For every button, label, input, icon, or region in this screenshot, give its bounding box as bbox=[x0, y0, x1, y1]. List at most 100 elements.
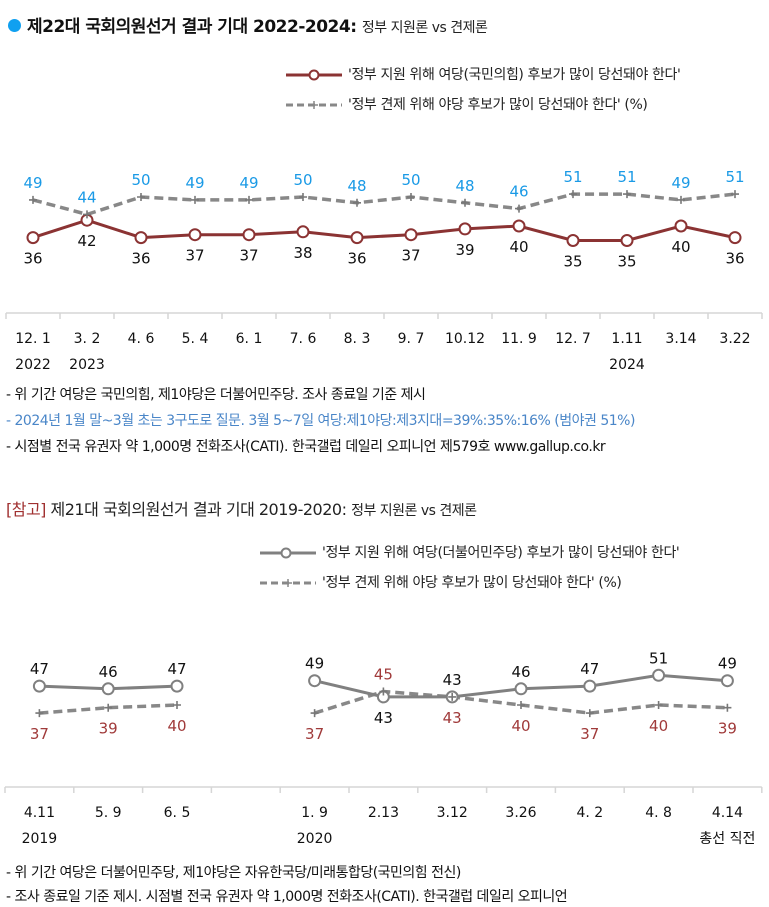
check-value-label: 49 bbox=[239, 174, 258, 192]
x-tick-label: 3.14 bbox=[665, 331, 696, 347]
support-value-label: 51 bbox=[649, 649, 668, 667]
x-tick-label: 8. 3 bbox=[344, 331, 371, 347]
chart1-note-3: - 시점별 전국 유권자 약 1,000명 전화조사(CATI). 한국갤럽 데… bbox=[6, 439, 606, 455]
x-tick-label: 6. 5 bbox=[164, 805, 191, 821]
check-point bbox=[310, 709, 319, 718]
solid-line-circle-icon bbox=[286, 69, 342, 81]
chart1-note-2: - 2024년 1월 말~3월 초는 3구도로 질문. 3월 5~7일 여당:제… bbox=[6, 413, 635, 429]
check-point bbox=[35, 709, 44, 718]
x-year-label: 2019 bbox=[22, 831, 58, 847]
chart1-title-sub: 정부 지원론 vs 견제론 bbox=[361, 20, 488, 36]
x-year-label: 2023 bbox=[69, 357, 105, 373]
x-tick-label: 5. 9 bbox=[95, 805, 122, 821]
check-point bbox=[569, 190, 577, 199]
support-value-label: 43 bbox=[374, 709, 393, 727]
support-value-label: 46 bbox=[99, 663, 118, 681]
x-tick-label: 9. 7 bbox=[398, 331, 425, 347]
check-value-label: 46 bbox=[509, 183, 528, 201]
dashed-line-plus-icon bbox=[286, 101, 342, 109]
check-series-line bbox=[39, 703, 178, 715]
support-value-label: 46 bbox=[511, 663, 530, 681]
x-tick-label: 12. 1 bbox=[15, 331, 51, 347]
x-tick-label: 10.12 bbox=[445, 331, 485, 347]
x-tick-label: 1. 9 bbox=[301, 805, 328, 821]
support-point bbox=[512, 219, 526, 233]
check-value-label: 50 bbox=[131, 171, 150, 189]
x-tick-label: 7. 6 bbox=[290, 331, 317, 347]
x-tick-label: 4. 6 bbox=[128, 331, 155, 347]
support-point bbox=[566, 234, 580, 247]
support-value-label: 43 bbox=[443, 671, 462, 689]
support-point bbox=[674, 219, 688, 233]
chart1-title-bold: 제22대 국회의원선거 결과 기대 2022-2024: bbox=[27, 17, 357, 37]
support-value-label: 40 bbox=[671, 238, 690, 256]
check-value-label: 48 bbox=[347, 177, 366, 195]
support-value-label: 36 bbox=[725, 250, 744, 268]
support-value-label: 47 bbox=[580, 660, 599, 678]
check-point bbox=[353, 198, 361, 207]
support-value-label: 40 bbox=[509, 238, 528, 256]
support-value-label: 39 bbox=[455, 241, 474, 259]
support-point bbox=[26, 231, 40, 245]
check-point bbox=[299, 193, 307, 201]
x-tick-label: 4.11 bbox=[24, 805, 55, 821]
check-value-label: 45 bbox=[374, 666, 393, 684]
support-point bbox=[350, 231, 364, 245]
x-tick-label: 5. 4 bbox=[182, 331, 209, 347]
chart2-note-2: - 조사 종료일 기준 제시. 시점별 전국 유권자 약 1,000명 전화조사… bbox=[6, 889, 568, 905]
check-value-label: 39 bbox=[718, 720, 737, 738]
support-point bbox=[652, 668, 666, 682]
check-value-label: 43 bbox=[443, 709, 462, 727]
x-year-label: 2024 bbox=[609, 357, 645, 373]
chart1-plot: 12. 1 3. 2 4. 6 5. 4 6. 1 7. 6 8. 3 9. 7 10.12 11… bbox=[5, 168, 763, 373]
check-value-label: 49 bbox=[23, 174, 42, 192]
x-tick-label: 4. 2 bbox=[576, 805, 603, 821]
legend-support-label: '정부 지원 위해 여당(국민의힘) 후보가 많이 당선돼야 한다' bbox=[348, 67, 681, 83]
x-tick-label: 3.22 bbox=[719, 331, 750, 347]
support-value-label: 42 bbox=[77, 232, 96, 250]
x-tick-label: 2.13 bbox=[368, 805, 399, 821]
chart2-note-1: - 위 기간 여당은 더불어민주당, 제1야당은 자유한국당/미래통합당(국민의… bbox=[6, 865, 461, 881]
legend-check-label: '정부 견제 위해 야당 후보가 많이 당선돼야 한다' (%) bbox=[348, 97, 648, 113]
support-point bbox=[296, 225, 310, 239]
support-series-line bbox=[32, 218, 736, 242]
dashed-line-plus-icon bbox=[260, 579, 316, 587]
check-value-label: 44 bbox=[77, 188, 96, 206]
support-value-label: 36 bbox=[23, 250, 42, 268]
support-point bbox=[101, 682, 115, 696]
support-value-label: 37 bbox=[239, 247, 258, 265]
check-value-label: 37 bbox=[305, 725, 324, 743]
support-value-label: 38 bbox=[293, 244, 312, 262]
chart2-title: [참고] 제21대 국회의원선거 결과 기대 2019-2020: 정부 지원론… bbox=[6, 496, 477, 520]
chart2-title-main: 제21대 국회의원선거 결과 기대 2019-2020: bbox=[50, 500, 347, 519]
chart1-title: 제22대 국회의원선거 결과 기대 2022-2024: 정부 지원론 vs 견… bbox=[8, 12, 488, 37]
support-point bbox=[242, 228, 256, 242]
support-point bbox=[620, 234, 634, 247]
support-value-label: 35 bbox=[563, 253, 582, 271]
check-point bbox=[448, 692, 457, 701]
x-tick-label: 3.26 bbox=[505, 805, 536, 821]
x-tick-label: 12. 7 bbox=[555, 331, 591, 347]
check-point bbox=[245, 195, 253, 204]
check-point bbox=[461, 198, 469, 207]
support-value-label: 35 bbox=[617, 253, 636, 271]
chart2-legend-support: '정부 지원 위해 여당(더불어민주당) 후보가 많이 당선돼야 한다' bbox=[258, 542, 680, 562]
chart1-legend-check: '정부 견제 위해 야당 후보가 많이 당선돼야 한다' (%) bbox=[284, 94, 648, 114]
chart2-title-sub: 정부 지원론 vs 견제론 bbox=[351, 503, 477, 519]
check-point bbox=[104, 703, 113, 712]
check-value-label: 50 bbox=[293, 171, 312, 189]
support-point bbox=[514, 682, 528, 696]
check-point bbox=[29, 195, 37, 204]
check-value-label: 51 bbox=[563, 168, 582, 186]
chart1-legend-support: '정부 지원 위해 여당(국민의힘) 후보가 많이 당선돼야 한다' bbox=[284, 64, 681, 84]
x-tick-label: 3. 2 bbox=[74, 331, 101, 347]
check-point bbox=[137, 193, 145, 201]
check-value-label: 40 bbox=[649, 717, 668, 735]
check-value-label: 49 bbox=[671, 174, 690, 192]
check-point bbox=[654, 701, 663, 709]
check-point bbox=[731, 190, 739, 199]
support-point bbox=[134, 231, 148, 245]
x-tick-label: 4.14 bbox=[712, 805, 743, 821]
check-value-label: 37 bbox=[30, 725, 49, 743]
support-point bbox=[32, 679, 46, 693]
